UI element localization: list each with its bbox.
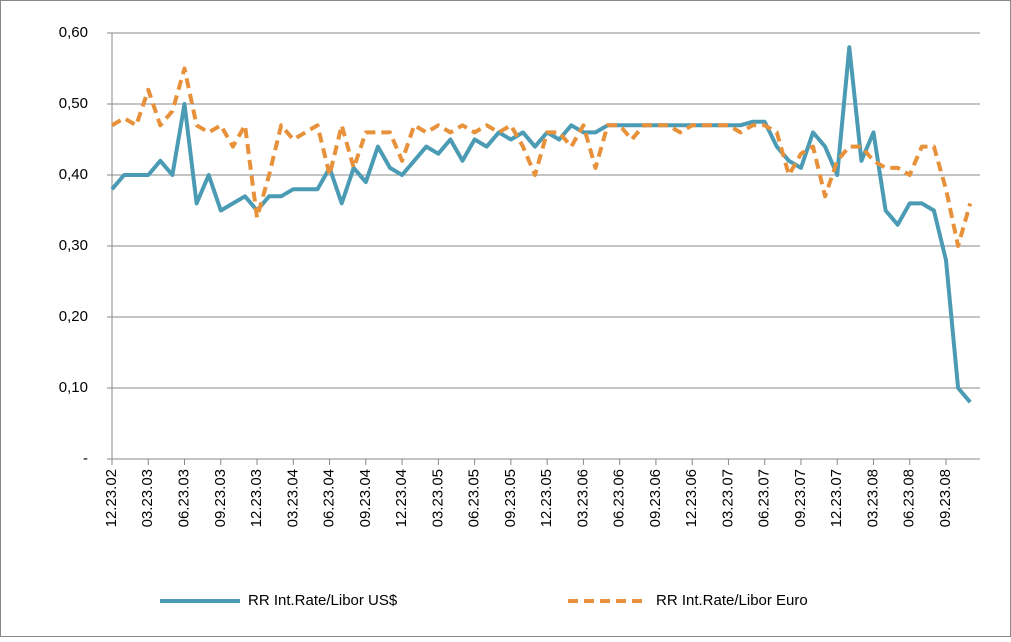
x-tick-label: 09.23.07	[792, 469, 809, 527]
x-tick-label: 12.23.06	[683, 469, 700, 527]
x-tick-label: 03.23.04	[284, 469, 301, 527]
x-tick-label: 06.23.06	[611, 469, 628, 527]
y-tick-label: 0,20	[59, 308, 88, 325]
y-tick-label: 0,30	[59, 237, 88, 254]
x-tick-label: 09.23.05	[502, 469, 519, 527]
x-tick-label: 06.23.04	[321, 469, 338, 527]
x-tick-label: 03.23.06	[574, 469, 591, 527]
legend-label: RR Int.Rate/Libor Euro	[656, 592, 808, 609]
x-tick-label: 03.23.05	[429, 469, 446, 527]
y-tick-label: 0,50	[59, 95, 88, 112]
legend-label: RR Int.Rate/Libor US$	[248, 592, 398, 609]
y-tick-label: -	[83, 450, 88, 467]
x-tick-label: 06.23.07	[756, 469, 773, 527]
x-tick-label: 12.23.07	[828, 469, 845, 527]
y-tick-label: 0,10	[59, 379, 88, 396]
y-tick-label: 0,40	[59, 166, 88, 183]
y-tick-label: 0,60	[59, 24, 88, 41]
x-tick-label: 06.23.03	[175, 469, 192, 527]
x-tick-label: 03.23.03	[139, 469, 156, 527]
x-tick-label: 12.23.02	[103, 469, 120, 527]
x-tick-label: 06.23.08	[901, 469, 918, 527]
x-tick-label: 09.23.03	[212, 469, 229, 527]
x-tick-label: 06.23.05	[466, 469, 483, 527]
x-tick-label: 09.23.08	[937, 469, 954, 527]
x-tick-label: 09.23.06	[647, 469, 664, 527]
x-tick-label: 12.23.05	[538, 469, 555, 527]
x-tick-label: 12.23.03	[248, 469, 265, 527]
x-tick-label: 09.23.04	[357, 469, 374, 527]
x-tick-label: 03.23.07	[719, 469, 736, 527]
x-tick-label: 12.23.04	[393, 469, 410, 527]
x-tick-label: 03.23.08	[864, 469, 881, 527]
